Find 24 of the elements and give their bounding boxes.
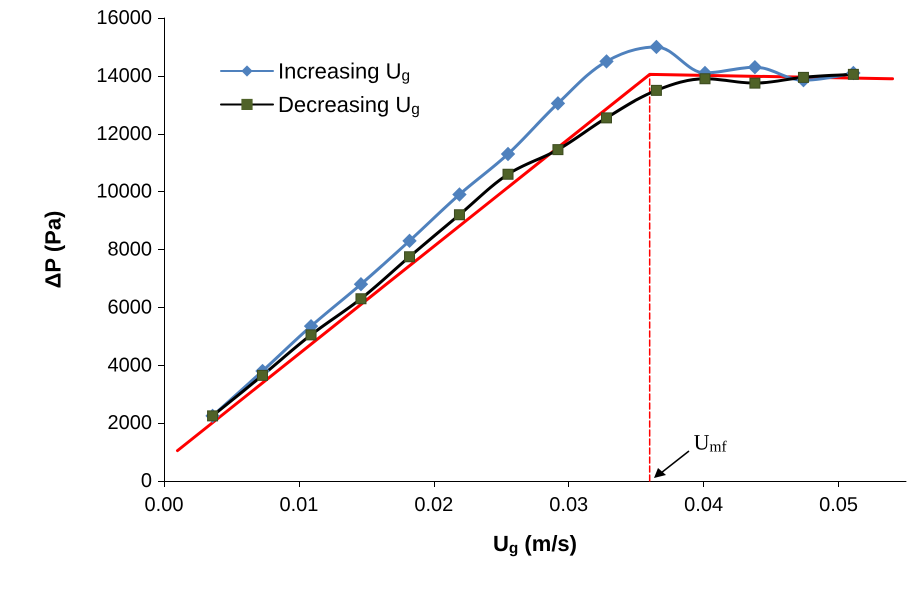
point: [649, 40, 664, 54]
point: [600, 54, 614, 68]
x-tick-label: 0.00: [144, 494, 184, 516]
y-tick-label: 10000: [96, 180, 152, 203]
y-tick-label: 6000: [108, 296, 152, 318]
point: [748, 60, 762, 74]
x-tick-label: 0.05: [819, 494, 858, 516]
x-tick-label: 0.01: [279, 494, 318, 516]
x-tick-label: 0.03: [549, 494, 588, 516]
x-tick-label: 0.04: [684, 494, 724, 516]
point: [402, 234, 417, 248]
point: [452, 188, 466, 202]
y-tick-label: 2000: [108, 412, 152, 434]
y-tick-label: 14000: [96, 64, 152, 87]
y-tick-label: 4000: [108, 354, 152, 376]
y-tick-label: 16000: [96, 7, 152, 29]
point: [550, 96, 565, 110]
y-tick-label: 0: [140, 470, 152, 492]
point: [501, 147, 516, 162]
y-tick-label: 12000: [96, 122, 152, 145]
y-tick-label: 8000: [108, 238, 152, 260]
point: [354, 277, 368, 292]
x-tick-label: 0.02: [414, 494, 454, 516]
y-axis-title: ΔP (Pa): [40, 210, 66, 288]
